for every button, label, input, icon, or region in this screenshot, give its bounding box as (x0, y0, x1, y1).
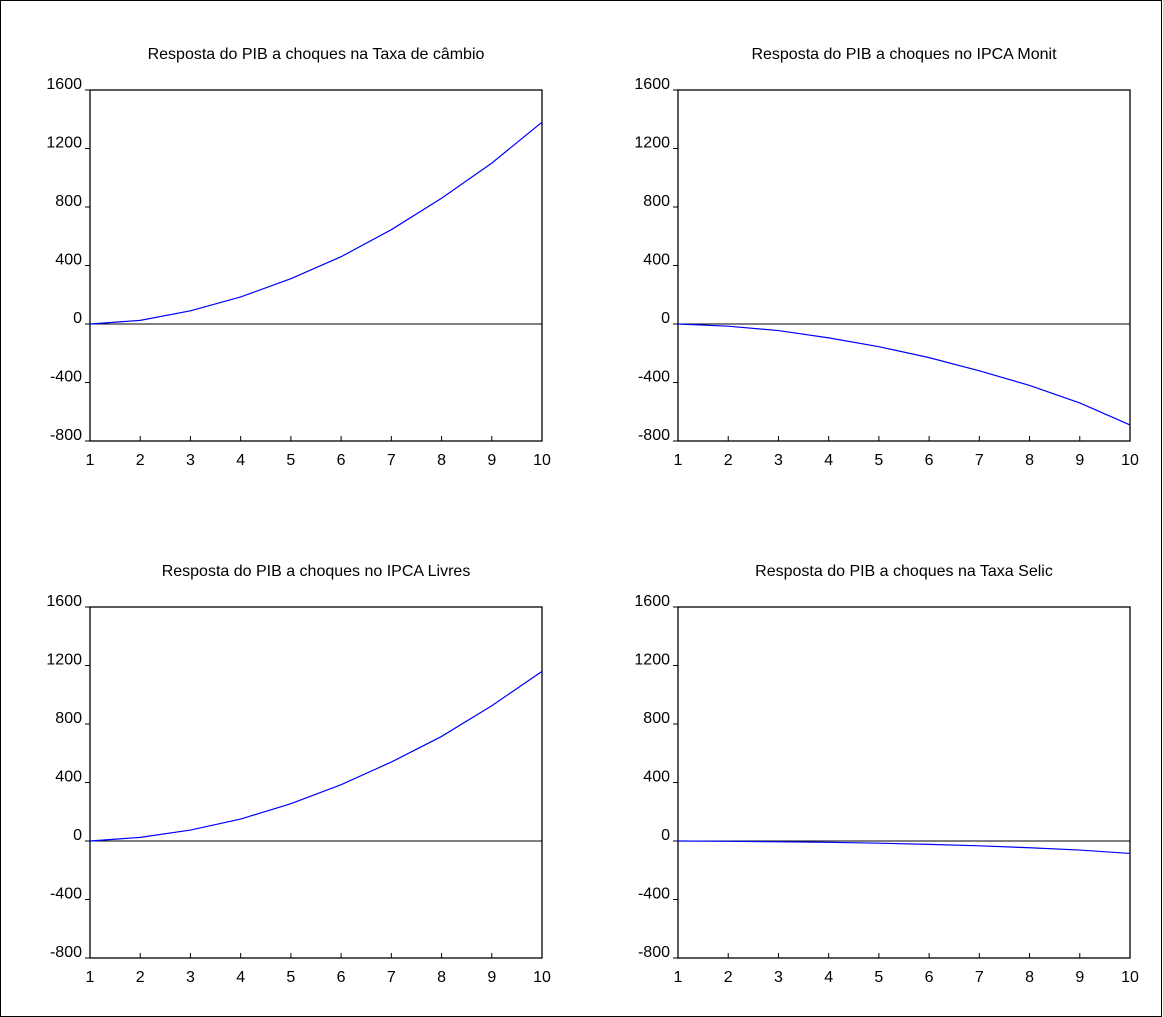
chart-title: Resposta do PIB a choques na Taxa de câm… (148, 46, 485, 63)
y-tick-label: 0 (73, 827, 82, 844)
y-tick-label: 800 (55, 710, 82, 727)
x-tick-label: 8 (437, 452, 446, 469)
x-tick-label: 5 (286, 969, 295, 986)
x-tick-label: 1 (86, 969, 95, 986)
y-tick-label: 1600 (634, 76, 670, 93)
x-tick-label: 10 (1121, 452, 1139, 469)
y-tick-label: 400 (55, 769, 82, 786)
x-tick-label: 2 (136, 969, 145, 986)
x-tick-label: 3 (774, 452, 783, 469)
x-tick-label: 8 (1025, 969, 1034, 986)
chart-title: Resposta do PIB a choques na Taxa Selic (755, 563, 1053, 580)
y-tick-label: -400 (638, 886, 670, 903)
x-tick-label: 1 (86, 452, 95, 469)
y-tick-label: -800 (638, 427, 670, 444)
x-tick-label: 7 (975, 969, 984, 986)
y-tick-label: -400 (638, 369, 670, 386)
x-tick-label: 6 (337, 452, 346, 469)
x-tick-label: 2 (724, 969, 733, 986)
x-tick-label: 5 (874, 452, 883, 469)
chart-title: Resposta do PIB a choques no IPCA Monit (751, 46, 1057, 63)
line-series (677, 323, 1131, 426)
y-tick-label: 0 (661, 310, 670, 327)
y-tick-label: -400 (50, 886, 82, 903)
x-tick-label: 7 (387, 969, 396, 986)
y-tick-label: 800 (55, 193, 82, 210)
y-tick-label: -800 (50, 427, 82, 444)
y-tick-label: 800 (643, 710, 670, 727)
x-tick-label: 6 (925, 452, 934, 469)
x-tick-label: 4 (236, 452, 245, 469)
x-tick-label: 7 (975, 452, 984, 469)
x-tick-label: 4 (824, 452, 833, 469)
x-tick-label: 9 (487, 452, 496, 469)
x-tick-label: 3 (186, 969, 195, 986)
line-series (89, 121, 543, 325)
x-tick-label: 6 (337, 969, 346, 986)
y-tick-label: 1600 (46, 76, 82, 93)
x-tick-label: 4 (824, 969, 833, 986)
y-tick-label: 400 (643, 252, 670, 269)
y-tick-label: 0 (73, 310, 82, 327)
y-tick-label: 1200 (46, 135, 82, 152)
y-tick-label: 1200 (634, 135, 670, 152)
x-tick-label: 2 (724, 452, 733, 469)
y-tick-label: -800 (50, 944, 82, 961)
x-tick-label: 10 (533, 969, 551, 986)
x-tick-label: 9 (487, 969, 496, 986)
y-tick-label: 400 (643, 769, 670, 786)
y-tick-label: 1600 (634, 593, 670, 610)
y-tick-label: 0 (661, 827, 670, 844)
x-tick-label: 7 (387, 452, 396, 469)
x-tick-label: 3 (186, 452, 195, 469)
x-tick-label: 1 (674, 452, 683, 469)
x-tick-label: 10 (533, 452, 551, 469)
x-tick-label: 9 (1075, 452, 1084, 469)
line-series (89, 670, 543, 842)
x-tick-label: 2 (136, 452, 145, 469)
x-tick-label: 6 (925, 969, 934, 986)
x-tick-label: 5 (874, 969, 883, 986)
x-tick-label: 8 (1025, 452, 1034, 469)
y-tick-label: 800 (643, 193, 670, 210)
x-tick-label: 3 (774, 969, 783, 986)
x-tick-label: 8 (437, 969, 446, 986)
y-tick-label: 1200 (46, 652, 82, 669)
y-tick-label: 1600 (46, 593, 82, 610)
x-tick-label: 5 (286, 452, 295, 469)
x-tick-label: 9 (1075, 969, 1084, 986)
y-tick-label: 400 (55, 252, 82, 269)
x-tick-label: 1 (674, 969, 683, 986)
x-tick-label: 4 (236, 969, 245, 986)
chart-title: Resposta do PIB a choques no IPCA Livres (162, 563, 471, 580)
line-series (677, 840, 1131, 855)
x-tick-label: 10 (1121, 969, 1139, 986)
y-tick-label: -800 (638, 944, 670, 961)
y-tick-label: -400 (50, 369, 82, 386)
y-tick-label: 1200 (634, 652, 670, 669)
